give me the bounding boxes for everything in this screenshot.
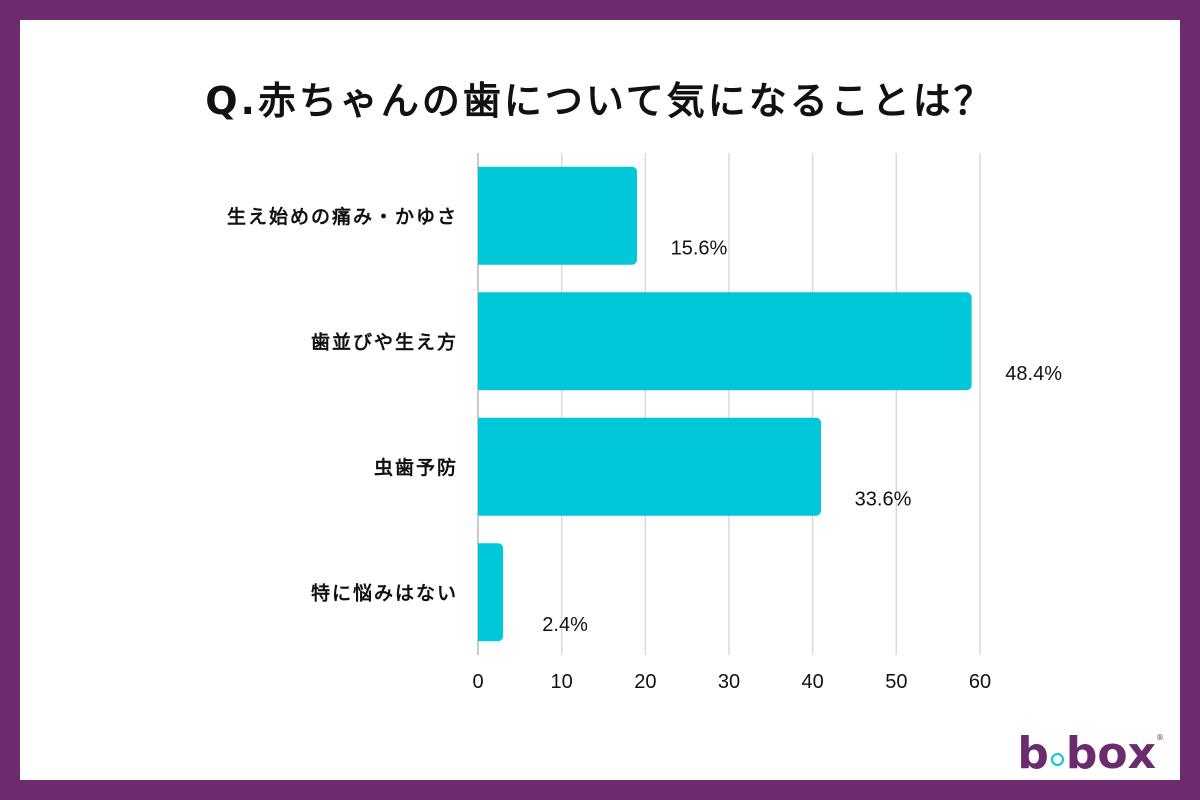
- category-label: 特に悩みはない: [311, 581, 458, 604]
- chart-panel: Q.赤ちゃんの歯について気になることは？: [20, 20, 1180, 780]
- bar-1-base: [478, 166, 484, 265]
- x-tick-label: 60: [969, 671, 991, 693]
- x-tick-label: 10: [551, 671, 573, 693]
- bar-4-base: [478, 543, 484, 642]
- bar-2-base: [478, 292, 484, 391]
- category-label: 生え始めの痛み・かゆさ: [227, 205, 458, 228]
- value-label: 33.6%: [855, 489, 912, 511]
- bars: [478, 166, 972, 642]
- value-label: 15.6%: [671, 238, 728, 260]
- bar-3-base: [478, 417, 484, 516]
- x-tick-label: 40: [802, 671, 824, 693]
- x-tick-label: 20: [634, 671, 656, 693]
- value-label: 2.4%: [542, 614, 588, 636]
- category-label: 歯並びや生え方: [311, 330, 458, 353]
- value-label: 48.4%: [1005, 363, 1062, 385]
- category-label: 虫歯予防: [374, 456, 458, 479]
- bar-3: [478, 417, 822, 516]
- x-tick-label: 50: [885, 671, 907, 693]
- bbox-logo: b box®: [1017, 728, 1164, 779]
- x-tick-label: 0: [472, 671, 483, 693]
- chart-title: Q.赤ちゃんの歯について気になることは？: [205, 79, 995, 123]
- labels: 0 10 20 30 40 50 60 生え始めの痛み・かゆさ 15.6% 歯並びや生え方 48.4…: [227, 205, 1062, 693]
- x-tick-label: 30: [718, 671, 740, 693]
- bar-4: [478, 543, 504, 642]
- bar-1: [478, 166, 637, 265]
- bar-2: [478, 292, 972, 391]
